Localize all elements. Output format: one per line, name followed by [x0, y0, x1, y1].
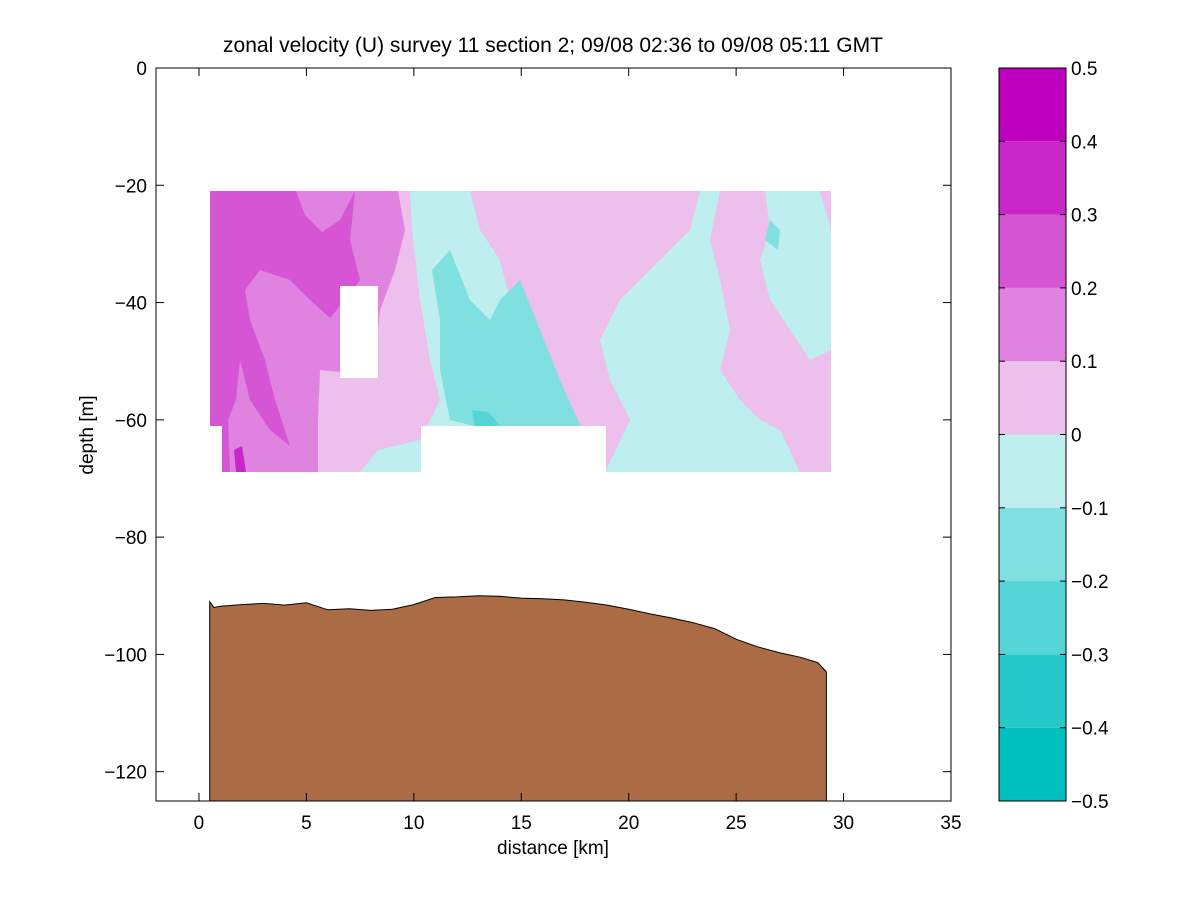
x-tick-label: 25: [726, 813, 747, 834]
colorbar-tick-label: −0.5: [1071, 792, 1109, 813]
colorbar-tick-label: 0: [1071, 426, 1082, 447]
data-gap-lower: [421, 426, 606, 473]
contour-region-minus-0.2: [472, 410, 500, 428]
colorbar-tick-label: −0.4: [1071, 719, 1109, 740]
x-tick-label: 35: [940, 813, 961, 834]
contour-region-0.3-0.4: [234, 446, 246, 472]
x-axis-ticks: 0 5 10 15 20 25 30 35: [194, 68, 962, 834]
colorbar-swatch: [999, 214, 1066, 288]
y-tick-label: −80: [115, 528, 147, 549]
x-axis-label: distance [km]: [497, 838, 609, 859]
colorbar-tick-label: 0.3: [1071, 206, 1097, 227]
plot-frame: [155, 67, 952, 802]
colorbar-swatch: [999, 287, 1066, 362]
colorbar-swatch: [999, 141, 1066, 215]
colorbar: 0.5 0.4 0.3 0.2 0.1 0 −0.1 −0.2 −0.3 −0.4 −0.5: [998, 59, 1109, 813]
x-tick-label: 10: [403, 813, 424, 834]
contour-region-positive-mid: [470, 191, 700, 472]
y-axis-ticks: 0 −20 −40 −60 −80 −100 −120: [104, 59, 951, 784]
colorbar-swatches: [999, 68, 1066, 801]
colorbar-swatch: [999, 727, 1066, 801]
data-gap-upper: [340, 286, 378, 378]
colorbar-ticks: 0.5 0.4 0.3 0.2 0.1 0 −0.1 −0.2 −0.3 −0.4 −0.5: [999, 59, 1109, 813]
colorbar-swatch: [999, 581, 1066, 655]
velocity-contours: [209, 191, 831, 473]
colorbar-tick-label: 0.2: [1071, 279, 1097, 300]
x-tick-label: 30: [833, 813, 854, 834]
data-gap-left: [209, 426, 222, 473]
y-axis-label: depth [m]: [77, 395, 98, 474]
x-tick-label: 20: [618, 813, 639, 834]
x-tick-label: 15: [511, 813, 532, 834]
contour-region-0.2-0.3: [210, 191, 360, 472]
colorbar-tick-label: 0.4: [1071, 132, 1098, 153]
contour-region-minus-0.1: [432, 250, 580, 440]
colorbar-tick-label: 0.1: [1071, 352, 1097, 373]
contour-region-minus-0.1-east: [765, 220, 780, 250]
x-tick-label: 5: [301, 813, 312, 834]
y-tick-label: 0: [136, 59, 147, 80]
colorbar-tick-label: −0.3: [1071, 645, 1109, 666]
x-tick-label: 0: [194, 813, 205, 834]
y-tick-label: −40: [115, 294, 147, 315]
colorbar-tick-label: 0.5: [1071, 59, 1097, 80]
y-tick-label: −60: [115, 411, 147, 432]
colorbar-tick-label: −0.1: [1071, 499, 1109, 520]
colorbar-swatch: [999, 434, 1066, 508]
bathymetry-seafloor: [209, 595, 827, 802]
colorbar-swatch: [999, 507, 1066, 582]
y-tick-label: −100: [104, 645, 147, 666]
colorbar-swatch: [999, 361, 1066, 435]
y-tick-label: −20: [115, 176, 147, 197]
y-tick-label: −120: [104, 763, 147, 784]
colorbar-swatch: [999, 68, 1066, 142]
colorbar-swatch: [999, 654, 1066, 728]
colorbar-tick-label: −0.2: [1071, 572, 1109, 593]
chart-title: zonal velocity (U) survey 11 section 2; …: [223, 34, 883, 57]
plot-area: 0 5 10 15 20 25 30 35 0 −20 −40 −60 −80 −100 −120: [104, 59, 961, 834]
